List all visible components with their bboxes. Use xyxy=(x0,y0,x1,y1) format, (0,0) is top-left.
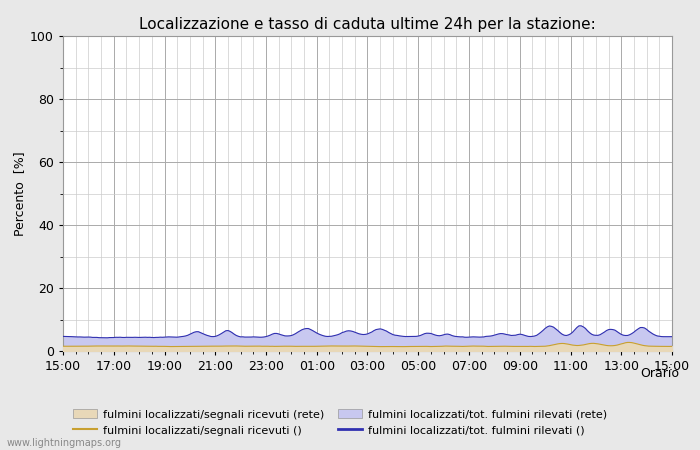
Text: www.lightningmaps.org: www.lightningmaps.org xyxy=(7,438,122,448)
Title: Localizzazione e tasso di caduta ultime 24h per la stazione:: Localizzazione e tasso di caduta ultime … xyxy=(139,17,596,32)
Text: Orario: Orario xyxy=(640,367,679,380)
Y-axis label: Percento  [%]: Percento [%] xyxy=(13,151,26,236)
Legend: fulmini localizzati/segnali ricevuti (rete), fulmini localizzati/segnali ricevut: fulmini localizzati/segnali ricevuti (re… xyxy=(69,405,611,440)
